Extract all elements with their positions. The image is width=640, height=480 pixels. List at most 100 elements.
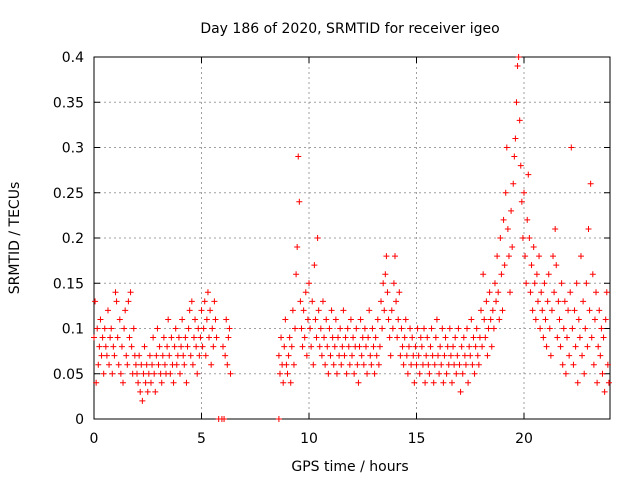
data-point xyxy=(386,334,393,341)
data-point xyxy=(529,307,536,314)
data-point xyxy=(462,361,469,368)
data-point xyxy=(335,334,342,341)
data-point xyxy=(187,352,194,359)
data-point xyxy=(411,379,418,386)
data-point xyxy=(286,334,293,341)
data-point xyxy=(494,253,501,260)
data-point xyxy=(509,244,516,251)
data-point xyxy=(364,370,371,377)
data-point xyxy=(459,370,466,377)
data-point xyxy=(369,325,376,332)
data-point xyxy=(570,361,577,368)
data-point xyxy=(533,271,540,278)
data-point xyxy=(303,352,310,359)
data-point xyxy=(438,361,445,368)
data-point xyxy=(353,325,360,332)
data-point xyxy=(180,352,187,359)
data-point xyxy=(474,352,481,359)
data-point xyxy=(481,316,488,323)
data-point xyxy=(519,235,526,241)
data-point xyxy=(349,352,355,359)
data-point xyxy=(116,316,123,323)
data-point xyxy=(444,343,451,350)
data-point xyxy=(500,216,507,223)
data-point xyxy=(298,325,305,332)
data-point xyxy=(555,298,562,305)
data-point xyxy=(522,253,529,260)
data-point xyxy=(441,352,448,359)
data-point xyxy=(301,334,308,341)
data-point xyxy=(156,343,163,350)
data-point xyxy=(332,316,339,323)
x-tick-label: 0 xyxy=(90,431,99,447)
data-point xyxy=(544,298,551,305)
data-point xyxy=(209,325,216,332)
data-point xyxy=(329,334,336,341)
y-tick-labels: 0 0.05 0.1 0.15 0.2 0.25 0.3 0.35 0.4 xyxy=(53,50,84,428)
data-point xyxy=(433,316,440,323)
data-point xyxy=(97,316,104,323)
data-point xyxy=(558,280,565,287)
data-point xyxy=(183,379,190,386)
data-point xyxy=(147,379,154,386)
data-point xyxy=(376,343,383,350)
data-point xyxy=(396,289,403,296)
data-point xyxy=(154,325,161,332)
data-point xyxy=(565,307,572,314)
data-point xyxy=(511,153,518,160)
data-point xyxy=(568,144,575,151)
data-point xyxy=(526,235,533,241)
data-point xyxy=(106,361,113,368)
data-point xyxy=(418,343,425,350)
data-point xyxy=(203,316,210,323)
data-point xyxy=(479,343,486,350)
data-point xyxy=(437,343,444,350)
data-point xyxy=(493,298,500,305)
data-point xyxy=(428,325,435,332)
data-point xyxy=(103,352,110,359)
data-point xyxy=(586,307,593,314)
data-point xyxy=(414,325,421,332)
data-point xyxy=(440,379,447,386)
data-point xyxy=(150,334,157,341)
data-point xyxy=(190,334,197,341)
data-point xyxy=(471,370,478,377)
data-point xyxy=(153,352,160,359)
data-point xyxy=(588,334,595,341)
data-point xyxy=(342,334,349,341)
data-point xyxy=(560,325,567,332)
data-point xyxy=(338,361,345,368)
data-point xyxy=(141,343,148,350)
data-point xyxy=(295,153,302,160)
data-point xyxy=(137,388,144,395)
data-point xyxy=(458,343,465,350)
data-point xyxy=(432,334,439,341)
data-point xyxy=(497,235,504,241)
data-point xyxy=(602,316,609,323)
data-point xyxy=(374,316,381,323)
data-point xyxy=(413,361,420,368)
data-point xyxy=(121,325,128,332)
data-point xyxy=(168,334,175,341)
y-tick-label: 0.2 xyxy=(62,231,84,247)
data-point xyxy=(390,280,397,287)
data-point xyxy=(528,262,535,269)
data-point xyxy=(584,343,591,350)
data-point xyxy=(472,343,479,350)
data-point xyxy=(117,370,124,377)
data-point xyxy=(91,334,97,341)
data-point xyxy=(222,352,229,359)
y-tick-label: 0.15 xyxy=(53,276,84,292)
data-point xyxy=(193,343,200,350)
data-point xyxy=(331,343,338,350)
data-point xyxy=(346,361,353,368)
y-tick-label: 0.35 xyxy=(53,95,84,111)
data-point xyxy=(297,298,304,305)
data-point xyxy=(151,370,158,377)
data-point xyxy=(582,325,589,332)
data-point xyxy=(455,325,462,332)
y-tick-label: 0.05 xyxy=(53,367,84,383)
data-point xyxy=(362,343,369,350)
data-point xyxy=(501,262,508,269)
data-point xyxy=(554,334,561,341)
